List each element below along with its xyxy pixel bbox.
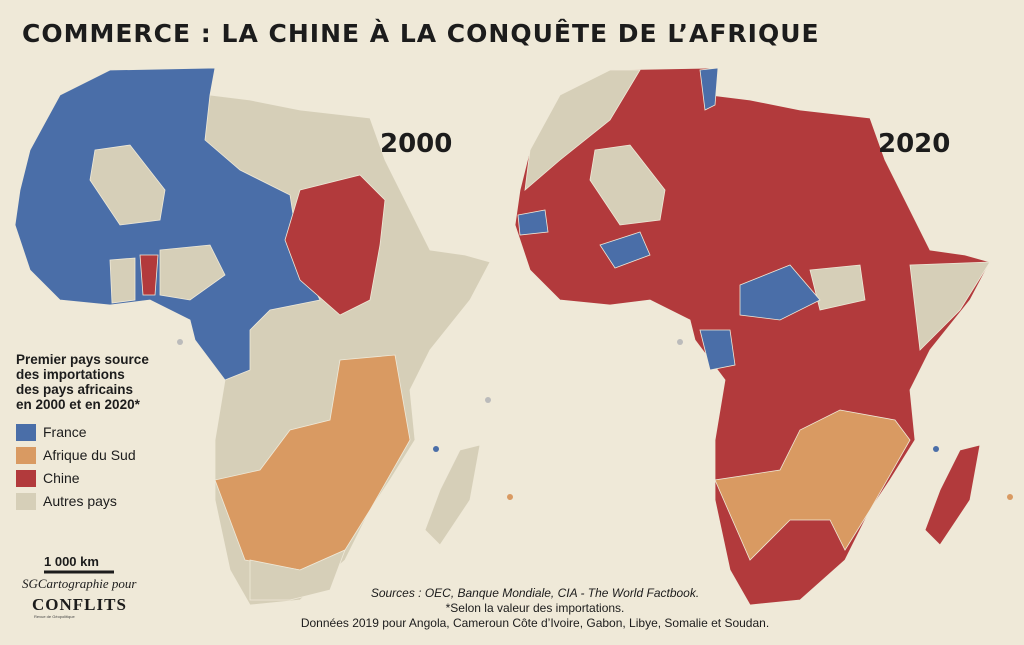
map-year: 2000 [380,129,452,159]
country-region [699,67,719,111]
legend-swatch [16,493,36,510]
publisher-tagline: Revue de Géopolitique [34,614,75,619]
country-region [714,409,911,561]
island-dot [433,446,439,452]
legend-swatch [16,447,36,464]
legend-swatch [16,424,36,441]
title: COMMERCE : LA CHINE À LA CONQUÊTE DE L’A… [22,19,820,48]
publisher: CONFLITS [32,595,127,614]
country-region [924,444,981,546]
country-region [589,144,666,226]
island-dot [1007,494,1013,500]
country-region [909,261,991,351]
legend-label: Autres pays [43,493,117,509]
sources: Sources : OEC, Banque Mondiale, CIA - Th… [371,586,699,600]
island-dot [177,339,183,345]
country-region [739,264,821,321]
country-region [109,257,136,304]
sources-note: Données 2019 pour Angola, Cameroun Côte … [301,616,769,630]
map-2000 [14,67,491,606]
legend-title: des pays africains [16,382,133,397]
country-region [159,244,226,301]
island-dot [677,339,683,345]
country-region [14,67,321,381]
scale-label: 1 000 km [44,554,99,569]
country-region [517,209,549,236]
island-dot [485,397,491,403]
legend-label: Afrique du Sud [43,447,136,463]
country-region [89,144,166,226]
island-dot [507,494,513,500]
sources-note: *Selon la valeur des importations. [446,601,625,615]
country-region [524,69,641,191]
map-2020 [514,67,991,606]
legend-title: Premier pays source [16,352,149,367]
legend-title: en 2000 et en 2020* [16,397,141,412]
island-dot [933,446,939,452]
country-region [699,329,736,371]
country-region [599,231,651,269]
country-region [139,254,159,296]
legend-swatch [16,470,36,487]
credit-author: SGCartographie pour [22,576,137,591]
legend-label: France [43,424,87,440]
country-region [249,549,346,601]
legend-title: des importations [16,367,125,382]
country-region [284,174,386,316]
map-year: 2020 [878,129,950,159]
country-region [424,444,481,546]
legend-label: Chine [43,470,80,486]
